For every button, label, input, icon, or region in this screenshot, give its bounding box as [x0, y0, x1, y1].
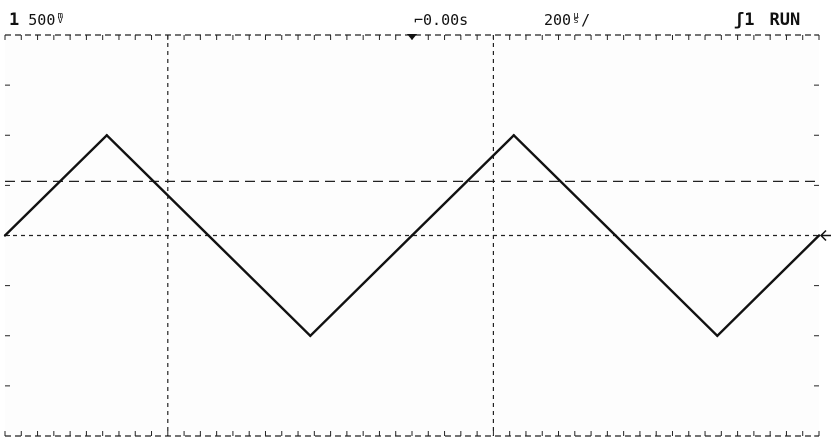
- time-offset-value: 0.00s: [423, 11, 469, 29]
- trigger-status-readout: ʃ1 RUN: [734, 9, 800, 31]
- waveform-point: [3, 234, 7, 237]
- waveform-point: [309, 334, 312, 337]
- trigger-edge-icon: ʃ: [734, 10, 745, 30]
- trigger-source: 1: [744, 10, 755, 30]
- volts-unit-prefix: m: [57, 11, 64, 21]
- volts-per-div-value: 500: [28, 11, 56, 29]
- waveform-point: [410, 234, 414, 237]
- channel-scale-readout: 1 500 m V: [9, 9, 65, 31]
- time-unit-slash: /: [581, 11, 591, 29]
- waveform-point: [105, 134, 109, 137]
- time-per-div-value: 200: [544, 11, 572, 29]
- waveform-point: [817, 234, 821, 237]
- waveform-point: [207, 234, 210, 237]
- run-status: RUN: [769, 10, 801, 30]
- trigger-edge-small-icon: ⌐: [414, 11, 424, 29]
- channel-number: 1: [9, 10, 20, 30]
- trigger-position-marker: [407, 34, 417, 40]
- waveform-point: [614, 234, 617, 237]
- time-per-div-readout: 200 μ s /: [544, 9, 590, 31]
- ground-reference-marker: [819, 229, 831, 242]
- waveform-point: [716, 334, 719, 337]
- time-unit-prefix: μ: [573, 11, 579, 21]
- waveform-point: [512, 134, 515, 137]
- volts-unit-symbol: V: [57, 16, 64, 26]
- time-unit-symbol: s: [573, 16, 579, 26]
- time-offset-readout: ⌐0.00s: [414, 9, 468, 31]
- graticule: [4, 34, 820, 437]
- waveform-trace: [3, 133, 821, 338]
